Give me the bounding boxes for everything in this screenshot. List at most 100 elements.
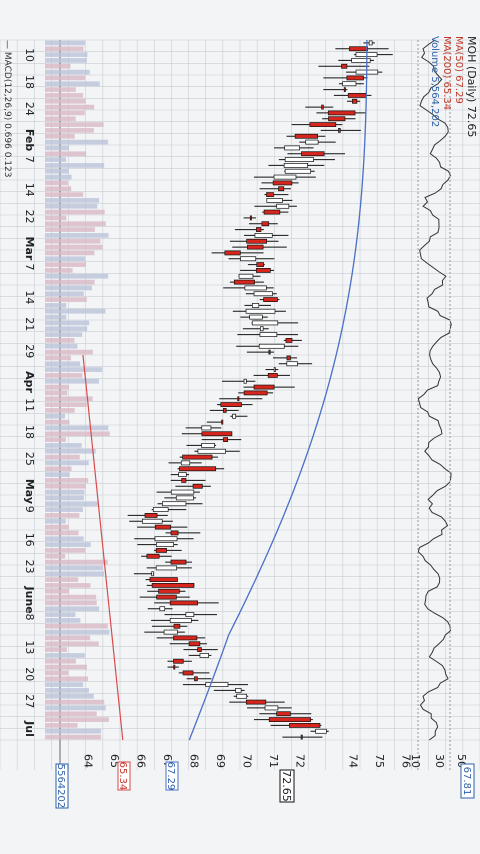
- volume-bar: [45, 536, 84, 542]
- candle-up: [185, 612, 195, 617]
- candle-up: [154, 536, 178, 542]
- volume-bar: [44, 618, 81, 623]
- volume-bar: [45, 553, 66, 559]
- volume-bar: [44, 413, 66, 419]
- candle-down: [237, 396, 240, 402]
- date-tick-label: 27: [23, 694, 36, 708]
- candle-up: [169, 618, 192, 623]
- date-tick-label: 11: [23, 398, 36, 412]
- volume-bar: [44, 343, 78, 349]
- volume-bar: [44, 110, 85, 116]
- date-tick-label: 23: [23, 560, 36, 574]
- candle-up: [170, 489, 195, 495]
- volume-bar: [45, 612, 76, 617]
- price-tick-label: 69: [214, 754, 227, 768]
- volume-bar: [45, 303, 67, 308]
- candle-up: [141, 518, 163, 524]
- last-price-badge-box: [279, 769, 295, 803]
- candle-down: [346, 75, 364, 81]
- candle-down: [247, 244, 264, 250]
- volume-bar: [44, 238, 101, 244]
- volume-bar: [45, 443, 82, 448]
- volume-bar: [44, 507, 83, 512]
- moving-averages: [82, 39, 368, 741]
- candle-up: [276, 203, 290, 209]
- volume-bar: [45, 93, 84, 98]
- candle-up: [273, 174, 297, 180]
- volume-bar: [44, 215, 67, 221]
- date-tick-label: June: [23, 586, 36, 614]
- volume-bar: [45, 489, 85, 495]
- candle-down: [246, 238, 267, 244]
- legend-ma50: MA(50) 67.29: [453, 36, 464, 104]
- candle-down: [194, 676, 198, 682]
- volume-bar: [45, 279, 95, 285]
- volume-bar: [45, 233, 109, 238]
- legend-volume: Volume 5,564,202: [429, 36, 440, 127]
- volume-bar: [45, 52, 88, 57]
- candle-down: [220, 402, 242, 407]
- indicator-line: [417, 39, 452, 741]
- candle-down: [309, 122, 337, 127]
- legend-main: MOH (Daily) 72.65: [465, 36, 478, 137]
- candle-down: [173, 664, 176, 670]
- candle-up: [273, 367, 276, 372]
- volume-bar: [45, 40, 85, 46]
- price-tick-label: 64: [81, 754, 94, 768]
- candle-up: [240, 256, 257, 262]
- volume-bar: [45, 419, 70, 425]
- volume-bar: [44, 583, 91, 588]
- candle-down: [192, 483, 203, 489]
- volume-bar: [45, 588, 70, 594]
- candle-down: [173, 635, 198, 641]
- volume-bar: [45, 262, 87, 267]
- volume-bar: [45, 81, 100, 87]
- candle-up: [205, 682, 229, 687]
- date-tick-label: 10: [23, 48, 36, 62]
- volume-bar: [45, 133, 75, 139]
- volume-bar: [44, 367, 103, 372]
- candle-up: [266, 198, 283, 203]
- volume-badge: 5564202: [55, 764, 66, 809]
- date-tick-label: 7: [23, 156, 36, 163]
- candle-down: [328, 116, 346, 122]
- candle-down: [149, 577, 178, 582]
- candle-down: [173, 658, 184, 664]
- candle-up: [162, 501, 187, 507]
- candle-down: [182, 670, 194, 676]
- candle-down: [327, 110, 356, 116]
- candle-down: [352, 98, 358, 104]
- date-tick-label: 24: [23, 102, 36, 116]
- price-tick-label: 75: [373, 754, 386, 768]
- volume-bar: [45, 320, 90, 326]
- date-tick-label: 14: [23, 183, 36, 197]
- candle-down: [341, 63, 348, 69]
- candle-down: [224, 250, 241, 256]
- volume-bar: [45, 565, 103, 571]
- candles: [127, 40, 393, 740]
- volume-bar: [44, 180, 68, 186]
- volume-bar: [44, 711, 97, 717]
- volume-bar: [45, 513, 80, 518]
- candle-down: [256, 262, 264, 267]
- indicator-tick-label: 30: [433, 754, 446, 768]
- candle-down: [268, 349, 271, 355]
- candle-down: [223, 408, 227, 413]
- volume-bar: [45, 431, 110, 437]
- last-price-badge: 72.65: [280, 770, 293, 802]
- candle-down: [289, 723, 321, 728]
- volume-bar: [45, 664, 87, 670]
- volume-bar: [44, 717, 109, 722]
- volume-bar: [45, 682, 84, 687]
- candle-down: [272, 180, 293, 186]
- candle-down: [338, 128, 341, 133]
- ma200-badge: 65.34: [117, 762, 128, 791]
- volume-bar: [44, 268, 73, 273]
- candle-up: [197, 448, 226, 454]
- volume-bar: [44, 250, 95, 256]
- candle-up: [201, 443, 215, 448]
- candle-down: [155, 524, 171, 530]
- candle-down: [173, 623, 181, 629]
